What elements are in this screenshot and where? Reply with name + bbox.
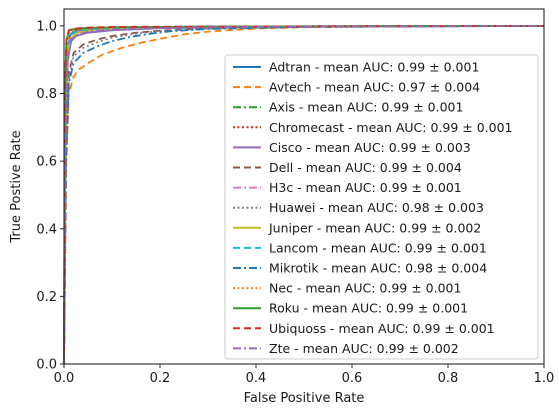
legend-label: Ubiquoss - mean AUC: 0.99 ± 0.001 (269, 321, 495, 336)
y-tick-label: 0.4 (36, 222, 57, 237)
plot-frame (63, 8, 545, 365)
y-axis-label: True Postive Rate (9, 130, 24, 243)
legend-label: Nec - mean AUC: 0.99 ± 0.001 (269, 281, 461, 296)
legend-label: Avtech - mean AUC: 0.97 ± 0.004 (269, 80, 480, 95)
legend-label: Zte - mean AUC: 0.99 ± 0.002 (269, 341, 459, 356)
y-axis: 0.0 0.2 0.4 0.6 0.8 1.0 (36, 19, 64, 373)
y-tick-label: 0.8 (36, 87, 57, 102)
roc-curve-14 (63, 25, 545, 365)
x-axis-label: False Positive Rate (244, 391, 365, 406)
x-tick-label: 0.6 (342, 371, 363, 386)
legend-label: Juniper - mean AUC: 0.99 ± 0.002 (268, 220, 481, 235)
legend-label: Chromecast - mean AUC: 0.99 ± 0.001 (269, 120, 513, 135)
legend-label: Lancom - mean AUC: 0.99 ± 0.001 (269, 240, 487, 255)
x-tick-label: 1.0 (534, 371, 555, 386)
legend-label: H3c - mean AUC: 0.99 ± 0.001 (269, 180, 462, 195)
y-tick-label: 1.0 (36, 19, 57, 34)
y-tick-label: 0.6 (36, 155, 57, 170)
roc-curve-10 (63, 25, 545, 365)
y-tick-label: 0.0 (36, 358, 57, 373)
x-tick-label: 0.0 (54, 371, 75, 386)
roc-curves (63, 25, 545, 365)
legend-label: Axis - mean AUC: 0.99 ± 0.001 (269, 100, 463, 115)
legend-box (224, 54, 539, 360)
y-tick-label: 0.2 (36, 290, 57, 305)
legend-label: Cisco - mean AUC: 0.99 ± 0.003 (269, 140, 471, 155)
legend-label: Huawei - mean AUC: 0.98 ± 0.003 (269, 200, 484, 215)
x-tick-label: 0.8 (438, 371, 459, 386)
legend-label: Dell - mean AUC: 0.99 ± 0.004 (269, 160, 462, 175)
x-axis: 0.0 0.2 0.4 0.6 0.8 1.0 (54, 364, 555, 386)
legend: Adtran - mean AUC: 0.99 ± 0.001 Avtech - … (224, 54, 539, 360)
legend-label: Roku - mean AUC: 0.99 ± 0.001 (269, 301, 468, 316)
legend-label: Mikrotik - mean AUC: 0.98 ± 0.004 (269, 261, 487, 276)
x-tick-label: 0.2 (150, 371, 171, 386)
legend-label: Adtran - mean AUC: 0.99 ± 0.001 (269, 60, 479, 75)
x-tick-label: 0.4 (246, 371, 267, 386)
